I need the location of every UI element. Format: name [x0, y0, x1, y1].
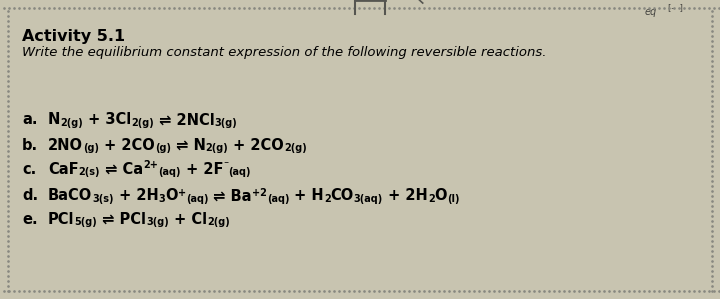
- Text: ⇌ N: ⇌ N: [171, 138, 206, 152]
- Text: Write the equilibrium constant expression of the following reversible reactions.: Write the equilibrium constant expressio…: [22, 46, 546, 59]
- Text: 3: 3: [158, 194, 166, 204]
- Text: 3(aq): 3(aq): [354, 194, 383, 204]
- Text: ⇌ PCl: ⇌ PCl: [97, 211, 146, 227]
- Text: PCl: PCl: [48, 211, 74, 227]
- Text: + H: + H: [289, 188, 324, 204]
- Text: BaCO: BaCO: [48, 188, 92, 204]
- Text: Activity 5.1: Activity 5.1: [22, 29, 125, 44]
- Text: (aq): (aq): [266, 194, 289, 204]
- Text: + 3Cl: + 3Cl: [83, 112, 131, 127]
- Text: 3(s): 3(s): [92, 194, 114, 204]
- Text: 2: 2: [428, 194, 435, 204]
- Text: O: O: [435, 188, 447, 204]
- Text: + Cl: + Cl: [169, 211, 207, 227]
- Text: 2+: 2+: [143, 161, 158, 170]
- Text: + 2CO: + 2CO: [99, 138, 155, 152]
- Text: ⇌ Ba: ⇌ Ba: [208, 188, 252, 204]
- Text: +: +: [178, 187, 186, 198]
- Text: e.: e.: [22, 211, 37, 227]
- Text: eq: eq: [645, 7, 657, 17]
- Text: [-  ]: [- ]: [668, 4, 683, 13]
- Text: (g): (g): [155, 143, 171, 153]
- Text: 2(g): 2(g): [131, 118, 154, 128]
- Text: 2: 2: [324, 194, 330, 204]
- Text: N: N: [48, 112, 60, 127]
- Text: + 2CO: + 2CO: [228, 138, 284, 152]
- Text: (l): (l): [447, 194, 459, 204]
- Text: 3(g): 3(g): [215, 118, 238, 128]
- Text: b.: b.: [22, 138, 38, 152]
- Text: 2NO: 2NO: [48, 138, 83, 152]
- Text: (aq): (aq): [158, 167, 181, 177]
- Text: 2(s): 2(s): [78, 167, 100, 177]
- Text: O: O: [166, 188, 178, 204]
- Text: a.: a.: [22, 112, 37, 127]
- Text: 2(g): 2(g): [284, 143, 307, 153]
- Text: + 2F: + 2F: [181, 161, 223, 176]
- Text: + 2H: + 2H: [383, 188, 428, 204]
- Text: d.: d.: [22, 188, 38, 204]
- Text: CaF: CaF: [48, 161, 78, 176]
- Text: + 2H: + 2H: [114, 188, 158, 204]
- Text: ⇌ Ca: ⇌ Ca: [100, 161, 143, 176]
- Text: (g): (g): [83, 143, 99, 153]
- Text: c.: c.: [22, 161, 36, 176]
- Text: ⁻: ⁻: [223, 161, 228, 170]
- Text: 5(g): 5(g): [74, 217, 97, 227]
- Text: +2: +2: [252, 187, 266, 198]
- Text: ⇌ 2NCl: ⇌ 2NCl: [154, 112, 215, 127]
- Text: 2(g): 2(g): [206, 143, 228, 153]
- Text: CO: CO: [330, 188, 354, 204]
- Text: 2(g): 2(g): [207, 217, 230, 227]
- Text: 3(g): 3(g): [146, 217, 169, 227]
- Text: (aq): (aq): [186, 194, 208, 204]
- Text: 2(g): 2(g): [60, 118, 83, 128]
- Text: (aq): (aq): [228, 167, 251, 177]
